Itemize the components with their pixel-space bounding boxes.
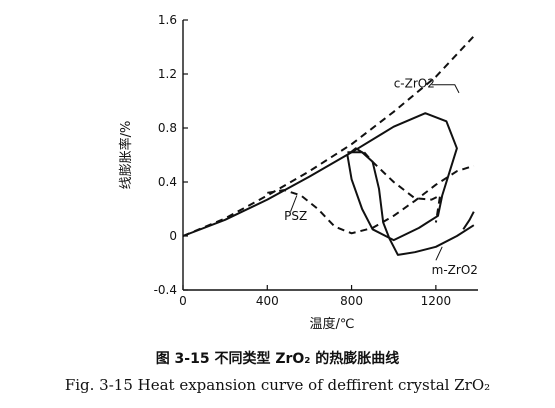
- series-line-1: [182, 35, 475, 237]
- annotation-leader: [435, 246, 443, 261]
- y-tick-label: 1.6: [158, 13, 177, 27]
- y-tick-label: 1.2: [158, 67, 177, 81]
- y-axis-title: 线膨胀率/%: [118, 121, 134, 190]
- plot-area: -0.400.40.81.21.60 400 800 1200c-ZrO2PSZm-Z…: [154, 13, 478, 308]
- series-line-6: [462, 211, 475, 230]
- x-tick-label: 400: [256, 294, 279, 308]
- y-tick-label: 0.4: [158, 175, 177, 189]
- annotation-label: PSZ: [284, 209, 307, 223]
- series-line-3: [347, 151, 475, 256]
- x-tick-label: 0: [179, 294, 187, 308]
- annotation-leader: [290, 195, 298, 212]
- y-tick-label: 0.8: [158, 121, 177, 135]
- figure-caption-chinese: 图 3-15 不同类型 ZrO₂ 的热膨胀曲线: [155, 351, 400, 367]
- x-axis-title: 温度/℃: [310, 316, 355, 332]
- x-tick-label: 800: [340, 294, 363, 308]
- annotation-label: c-ZrO2: [394, 77, 435, 91]
- series-line-5: [267, 164, 475, 235]
- annotation-leader: [431, 84, 460, 94]
- y-tick-label: -0.4: [154, 283, 177, 297]
- series-line-4: [363, 151, 442, 223]
- annotation-label: m-ZrO2: [432, 263, 478, 277]
- chart: -0.400.40.81.21.60 400 800 1200c-ZrO2PSZm-Z…: [118, 13, 478, 332]
- y-tick-label: 0: [169, 229, 177, 243]
- figure-caption-english: Fig. 3-15 Heat expansion curve of deffir…: [64, 376, 491, 394]
- series-line-2: [182, 112, 458, 242]
- x-tick-label: 1200: [421, 294, 452, 308]
